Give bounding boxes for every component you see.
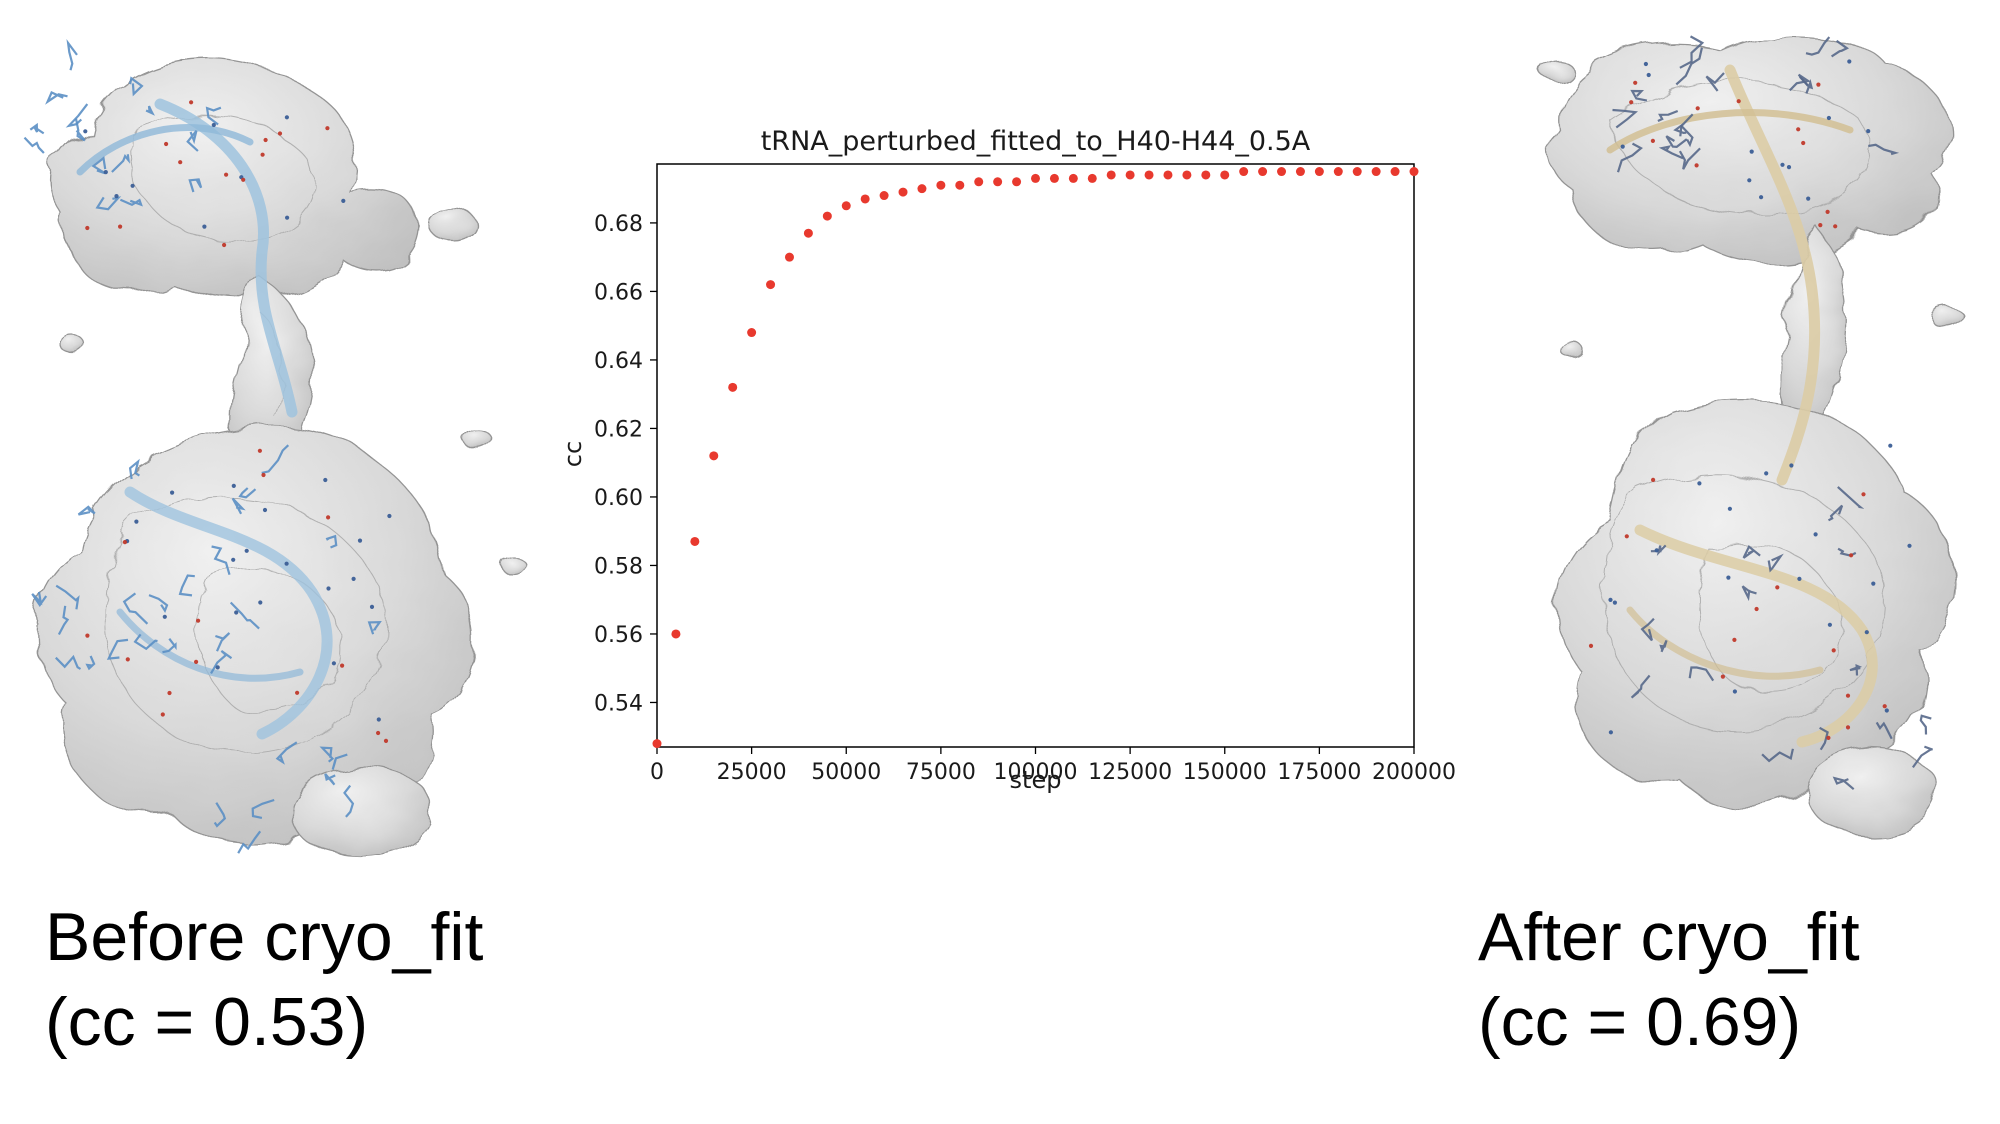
- before-density-blobs: [35, 57, 528, 859]
- after-caption-line2: (cc = 0.69): [1478, 984, 1802, 1060]
- after-caption: After cryo_fit (cc = 0.69): [1478, 895, 1860, 1065]
- svg-text:0.58: 0.58: [594, 554, 643, 579]
- svg-text:0.54: 0.54: [594, 691, 643, 716]
- svg-text:0.60: 0.60: [594, 486, 643, 511]
- svg-text:0: 0: [650, 760, 664, 785]
- svg-text:200000: 200000: [1372, 760, 1456, 785]
- before-atom-dots: [83, 100, 392, 744]
- after-model-ribbons: [1606, 64, 1878, 748]
- after-model-sticks: [1612, 35, 1934, 791]
- chart-y-axis-label: cc: [559, 440, 588, 468]
- svg-text:175000: 175000: [1277, 760, 1361, 785]
- svg-text:75000: 75000: [906, 760, 976, 785]
- before-caption-line1: Before cryo_fit: [45, 899, 484, 975]
- svg-text:25000: 25000: [717, 760, 787, 785]
- svg-text:125000: 125000: [1088, 760, 1172, 785]
- before-density-map-image: [23, 38, 528, 859]
- after-density-contours: [1604, 82, 1885, 732]
- after-caption-line1: After cryo_fit: [1478, 899, 1860, 975]
- svg-text:0.66: 0.66: [594, 280, 643, 305]
- before-model-sticks: [23, 38, 382, 854]
- before-model-ribbons: [76, 98, 333, 740]
- svg-text:0.56: 0.56: [594, 623, 643, 648]
- svg-text:0.62: 0.62: [594, 417, 643, 442]
- before-caption: Before cryo_fit (cc = 0.53): [45, 895, 483, 1065]
- after-density-map-image: [1539, 33, 1967, 837]
- svg-text:0.64: 0.64: [594, 349, 643, 374]
- chart-x-axis-label: step: [1009, 766, 1062, 794]
- before-caption-line2: (cc = 0.53): [45, 984, 369, 1060]
- svg-text:150000: 150000: [1183, 760, 1267, 785]
- svg-text:100000: 100000: [994, 760, 1078, 785]
- after-atom-dots: [1588, 59, 1912, 741]
- svg-text:0.68: 0.68: [594, 212, 643, 237]
- svg-text:50000: 50000: [811, 760, 881, 785]
- chart-title: tRNA_perturbed_fitted_to_H40-H44_0.5A: [760, 126, 1311, 157]
